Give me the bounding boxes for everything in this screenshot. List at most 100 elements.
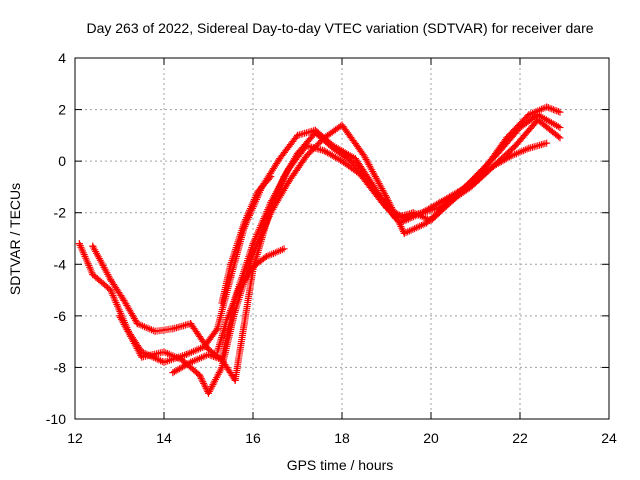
data-point xyxy=(213,348,221,356)
data-point xyxy=(169,325,177,333)
data-point xyxy=(236,284,244,291)
data-point xyxy=(338,121,346,129)
data-point xyxy=(133,320,141,328)
data-point xyxy=(503,134,511,142)
y-tick-label: -10 xyxy=(46,411,66,427)
data-point xyxy=(512,142,519,150)
data-point xyxy=(418,209,426,217)
data-point xyxy=(302,152,310,160)
data-point xyxy=(351,155,359,163)
data-point xyxy=(218,299,226,307)
data-point xyxy=(107,286,115,294)
data-point xyxy=(365,178,373,186)
x-tick-label: 18 xyxy=(334,430,350,446)
data-point xyxy=(160,348,168,356)
data-point xyxy=(160,358,168,366)
y-tick-label: 0 xyxy=(58,153,66,169)
plot-frame xyxy=(74,57,610,420)
data-point xyxy=(400,214,408,222)
x-tick-label: 20 xyxy=(423,430,439,446)
data-point xyxy=(267,173,275,181)
data-point xyxy=(169,369,177,377)
data-point xyxy=(311,129,319,137)
data-point xyxy=(178,356,186,364)
data-point xyxy=(151,327,159,335)
data-point xyxy=(320,147,328,155)
data-point xyxy=(116,312,123,320)
y-tick-label: -6 xyxy=(54,308,67,324)
data-point xyxy=(107,276,115,284)
data-point xyxy=(338,157,346,165)
data-point xyxy=(383,193,390,201)
series-4 xyxy=(169,129,551,384)
y-tick-label: 2 xyxy=(58,102,66,118)
data-point xyxy=(445,198,453,206)
data-point xyxy=(360,152,368,160)
data-point xyxy=(525,111,533,119)
data-point xyxy=(543,139,551,147)
data-point xyxy=(454,188,462,196)
x-tick-label: 24 xyxy=(601,430,617,446)
data-point xyxy=(280,245,288,253)
data-point xyxy=(231,376,239,384)
data-point xyxy=(205,351,212,358)
data-point xyxy=(400,229,408,237)
data-point xyxy=(534,116,542,124)
x-tick-label: 14 xyxy=(156,430,172,446)
data-point xyxy=(196,371,204,379)
x-tick-label: 12 xyxy=(67,430,83,446)
data-point xyxy=(187,320,195,328)
data-point xyxy=(423,219,430,227)
data-point xyxy=(120,296,128,304)
data-point xyxy=(489,162,497,170)
grid xyxy=(75,58,609,419)
data-point xyxy=(89,242,97,250)
data-point xyxy=(383,204,390,212)
data-point xyxy=(276,155,284,163)
data-points xyxy=(75,103,564,397)
data-point xyxy=(543,103,551,111)
series-5 xyxy=(213,245,288,356)
data-point xyxy=(187,358,195,366)
data-point xyxy=(138,353,146,361)
x-tick-label: 16 xyxy=(245,430,261,446)
x-tick-label: 22 xyxy=(512,430,528,446)
data-point xyxy=(507,152,515,160)
data-point xyxy=(285,178,293,186)
data-point xyxy=(249,263,257,271)
data-point xyxy=(267,204,275,212)
data-point xyxy=(556,108,564,116)
data-point xyxy=(254,188,261,196)
y-tick-label: -4 xyxy=(54,256,67,272)
data-point xyxy=(472,178,479,186)
data-point xyxy=(240,219,248,227)
data-point xyxy=(294,131,301,139)
data-point xyxy=(227,260,235,268)
data-point xyxy=(280,173,288,181)
series-track-markers xyxy=(218,174,274,307)
y-tick-label: 4 xyxy=(58,50,66,66)
data-point xyxy=(182,351,190,358)
data-point xyxy=(205,389,212,397)
data-point xyxy=(556,134,564,142)
data-point xyxy=(329,144,337,152)
data-point xyxy=(213,325,221,333)
data-point xyxy=(347,157,355,165)
y-tick-label: -8 xyxy=(54,359,67,375)
data-point xyxy=(218,356,226,364)
data-point xyxy=(222,317,230,325)
series-2 xyxy=(89,103,564,364)
x-axis-label: GPS time / hours xyxy=(287,457,394,473)
data-point xyxy=(89,271,97,279)
data-point xyxy=(436,198,444,206)
data-point xyxy=(262,253,270,260)
data-point xyxy=(556,124,564,132)
data-point xyxy=(525,144,533,152)
data-point xyxy=(75,240,83,248)
chart-title: Day 263 of 2022, Sidereal Day-to-day VTE… xyxy=(86,20,593,36)
data-point xyxy=(294,149,301,157)
series-6 xyxy=(218,173,275,307)
y-tick-label: -2 xyxy=(54,205,67,221)
